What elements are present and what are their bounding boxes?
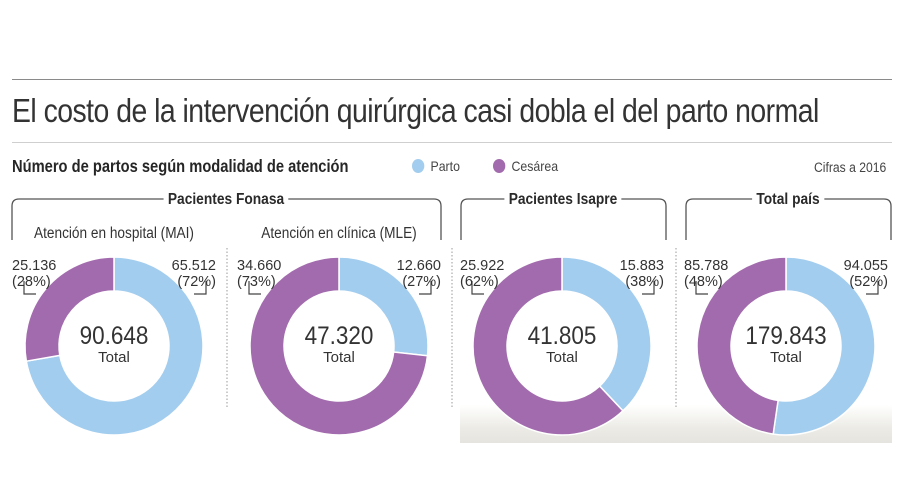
leader-line-cesarea <box>23 281 36 295</box>
legend-item-cesarea: Cesárea <box>493 158 558 174</box>
legend-swatch-cesarea <box>493 159 506 173</box>
legend-label-cesarea: Cesárea <box>511 158 559 174</box>
value-percent-cesarea: (28%) <box>12 274 51 290</box>
donut-total-value: 47.320 <box>304 322 374 350</box>
value-number-parto: 65.512 <box>171 258 216 274</box>
data-year-note: Cifras a 2016 <box>813 160 886 175</box>
donut-slice-parto <box>772 256 876 436</box>
leader-line-cesarea <box>248 281 261 295</box>
value-percent-parto: (27%) <box>402 274 441 290</box>
group-label-total: Total país <box>752 191 824 209</box>
donut-total-caption: Total <box>546 349 578 366</box>
donut-total-value: 179.843 <box>745 322 827 350</box>
value-number-cesarea: 34.660 <box>237 258 282 274</box>
donut-slice-cesarea <box>472 256 625 436</box>
leader-line-cesarea <box>695 281 708 295</box>
legend-item-parto: Parto <box>412 158 460 174</box>
value-label-cesarea: 85.788 (48%) <box>684 258 728 290</box>
value-percent-parto: (72%) <box>177 274 216 290</box>
donut-slice-parto <box>561 256 652 412</box>
leader-line-parto <box>642 281 655 295</box>
chart-subtitle: Número de partos según modalidad de aten… <box>12 156 349 176</box>
chart-subtitle-mle: Atención en clínica (MLE) <box>261 225 417 242</box>
value-number-cesarea: 25.922 <box>460 258 505 274</box>
title-rule <box>12 142 892 143</box>
value-label-cesarea: 34.660 (73%) <box>237 258 281 290</box>
legend-label-parto: Parto <box>430 158 460 174</box>
group-label-isapre: Pacientes Isapre <box>504 191 622 209</box>
top-rule <box>12 79 892 80</box>
value-percent-parto: (38%) <box>625 274 664 290</box>
donut-slice-parto <box>338 256 429 357</box>
donut-total-value: 90.648 <box>79 322 149 350</box>
value-number-parto: 94.055 <box>843 258 888 274</box>
chart-subtitle-mai: Atención en hospital (MAI) <box>34 225 194 242</box>
value-label-parto: 65.512 (72%) <box>158 258 216 290</box>
donut-total-value: 41.805 <box>527 322 597 350</box>
legend-swatch-parto <box>412 159 425 173</box>
value-number-parto: 12.660 <box>396 258 441 274</box>
donut-slice-cesarea <box>24 256 115 363</box>
value-number-cesarea: 85.788 <box>684 258 729 274</box>
donut-total-caption: Total <box>98 349 130 366</box>
value-label-parto: 94.055 (52%) <box>830 258 888 290</box>
value-percent-parto: (52%) <box>849 274 888 290</box>
value-percent-cesarea: (62%) <box>460 274 499 290</box>
value-label-parto: 15.883 (38%) <box>606 258 664 290</box>
leader-line-parto <box>866 281 879 295</box>
donut-total-caption: Total <box>770 349 802 366</box>
leader-line-parto <box>194 281 207 295</box>
value-percent-cesarea: (73%) <box>237 274 276 290</box>
value-label-cesarea: 25.136 (28%) <box>12 258 56 290</box>
donut-total-caption: Total <box>323 349 355 366</box>
donut-slice-cesarea <box>696 256 787 435</box>
donut-slice-parto <box>25 256 204 436</box>
value-percent-cesarea: (48%) <box>684 274 723 290</box>
leader-line-cesarea <box>471 281 484 295</box>
group-label-fonasa: Pacientes Fonasa <box>163 191 289 209</box>
leader-line-parto <box>419 281 432 295</box>
value-number-parto: 15.883 <box>619 258 664 274</box>
value-label-parto: 12.660 (27%) <box>383 258 441 290</box>
donut-slice-cesarea <box>249 256 429 436</box>
value-number-cesarea: 25.136 <box>12 258 57 274</box>
value-label-cesarea: 25.922 (62%) <box>460 258 504 290</box>
page-title: El costo de la intervención quirúrgica c… <box>12 92 819 129</box>
